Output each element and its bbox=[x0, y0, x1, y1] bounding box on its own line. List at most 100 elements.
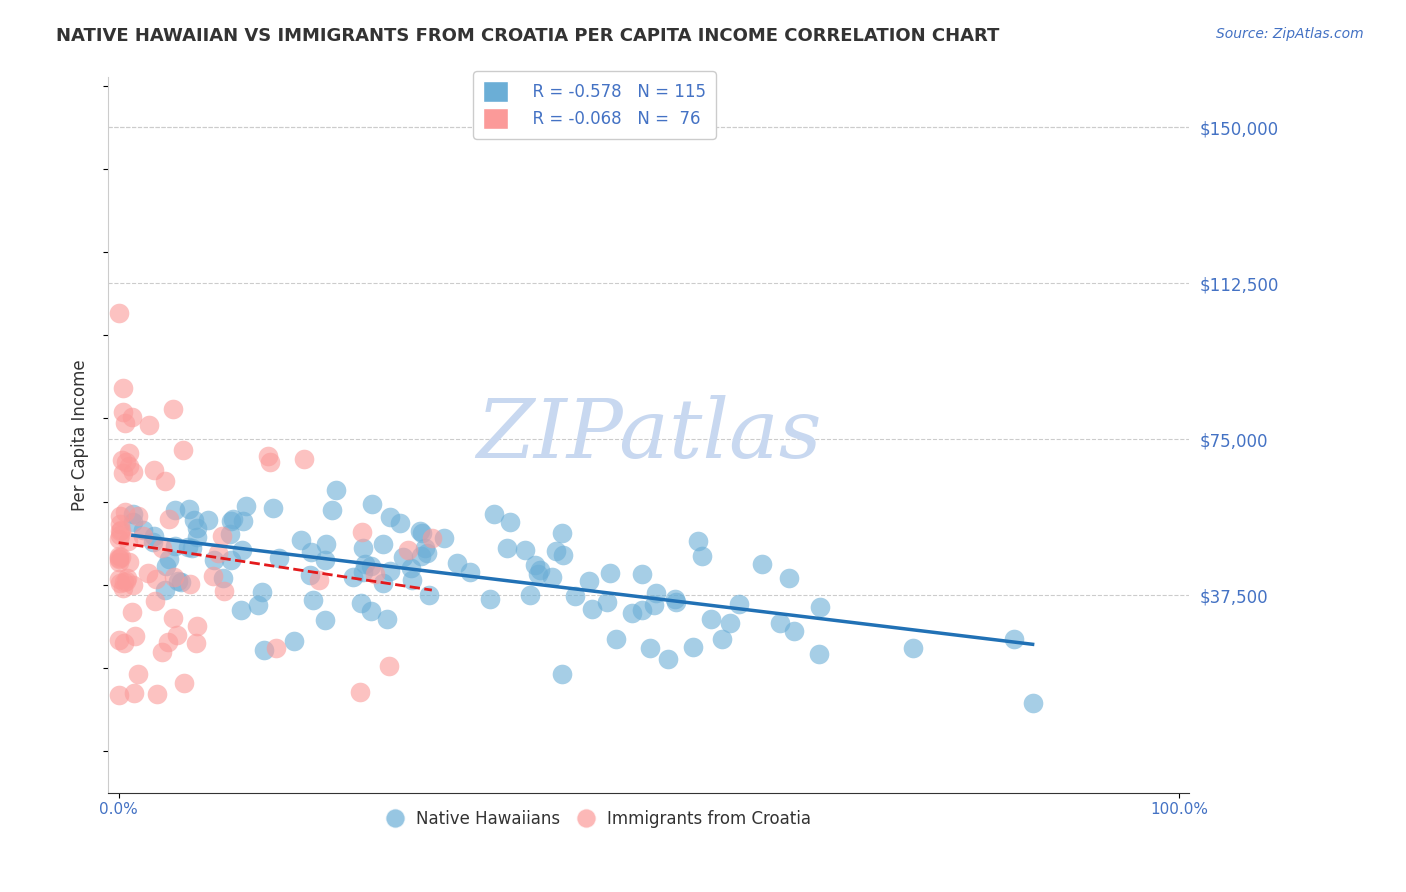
Native Hawaiians bbox=[682, 640, 704, 654]
Native Hawaiians bbox=[496, 541, 519, 556]
Immigrants from Croatia bbox=[114, 505, 136, 519]
Immigrants from Croatia bbox=[179, 577, 201, 591]
Native Hawaiians bbox=[541, 570, 564, 584]
Native Hawaiians bbox=[229, 602, 252, 616]
Native Hawaiians bbox=[183, 514, 205, 528]
Immigrants from Croatia bbox=[108, 532, 131, 546]
Native Hawaiians bbox=[479, 591, 502, 606]
Native Hawaiians bbox=[529, 563, 551, 577]
Native Hawaiians bbox=[581, 602, 603, 616]
Immigrants from Croatia bbox=[396, 543, 419, 558]
Immigrants from Croatia bbox=[207, 546, 229, 560]
Immigrants from Croatia bbox=[146, 687, 169, 701]
Native Hawaiians bbox=[433, 531, 456, 545]
Native Hawaiians bbox=[564, 589, 586, 603]
Native Hawaiians bbox=[700, 612, 723, 626]
Native Hawaiians bbox=[352, 541, 374, 556]
Immigrants from Croatia bbox=[162, 610, 184, 624]
Native Hawaiians bbox=[599, 566, 621, 580]
Native Hawaiians bbox=[901, 641, 924, 656]
Immigrants from Croatia bbox=[201, 569, 224, 583]
Immigrants from Croatia bbox=[186, 618, 208, 632]
Native Hawaiians bbox=[718, 615, 741, 630]
Native Hawaiians bbox=[631, 567, 654, 582]
Native Hawaiians bbox=[142, 534, 165, 549]
Immigrants from Croatia bbox=[115, 574, 138, 588]
Native Hawaiians bbox=[808, 600, 831, 615]
Immigrants from Croatia bbox=[138, 417, 160, 432]
Native Hawaiians bbox=[222, 512, 245, 526]
Native Hawaiians bbox=[458, 566, 481, 580]
Immigrants from Croatia bbox=[172, 443, 194, 458]
Native Hawaiians bbox=[551, 667, 574, 681]
Native Hawaiians bbox=[167, 574, 190, 588]
Immigrants from Croatia bbox=[256, 450, 278, 464]
Native Hawaiians bbox=[416, 546, 439, 560]
Native Hawaiians bbox=[657, 652, 679, 666]
Immigrants from Croatia bbox=[117, 571, 139, 585]
Native Hawaiians bbox=[353, 557, 375, 571]
Native Hawaiians bbox=[232, 514, 254, 528]
Native Hawaiians bbox=[219, 553, 242, 567]
Immigrants from Croatia bbox=[110, 453, 132, 467]
Native Hawaiians bbox=[298, 568, 321, 582]
Immigrants from Croatia bbox=[173, 676, 195, 690]
Native Hawaiians bbox=[664, 591, 686, 606]
Native Hawaiians bbox=[665, 595, 688, 609]
Native Hawaiians bbox=[360, 604, 382, 618]
Native Hawaiians bbox=[342, 570, 364, 584]
Immigrants from Croatia bbox=[107, 572, 129, 586]
Immigrants from Croatia bbox=[162, 570, 184, 584]
Immigrants from Croatia bbox=[108, 516, 131, 531]
Immigrants from Croatia bbox=[150, 645, 173, 659]
Immigrants from Croatia bbox=[420, 531, 443, 545]
Immigrants from Croatia bbox=[184, 636, 207, 650]
Native Hawaiians bbox=[122, 515, 145, 529]
Native Hawaiians bbox=[177, 540, 200, 554]
Native Hawaiians bbox=[551, 526, 574, 541]
Immigrants from Croatia bbox=[132, 529, 155, 543]
Native Hawaiians bbox=[751, 558, 773, 572]
Native Hawaiians bbox=[409, 549, 432, 563]
Immigrants from Croatia bbox=[107, 689, 129, 703]
Native Hawaiians bbox=[360, 558, 382, 573]
Immigrants from Croatia bbox=[212, 583, 235, 598]
Native Hawaiians bbox=[186, 530, 208, 544]
Native Hawaiians bbox=[446, 557, 468, 571]
Native Hawaiians bbox=[392, 550, 415, 565]
Native Hawaiians bbox=[315, 537, 337, 551]
Native Hawaiians bbox=[132, 523, 155, 537]
Legend: Native Hawaiians, Immigrants from Croatia: Native Hawaiians, Immigrants from Croati… bbox=[371, 803, 818, 834]
Native Hawaiians bbox=[523, 558, 546, 572]
Native Hawaiians bbox=[1002, 632, 1025, 646]
Immigrants from Croatia bbox=[294, 452, 316, 467]
Immigrants from Croatia bbox=[363, 567, 385, 582]
Native Hawaiians bbox=[401, 574, 423, 588]
Immigrants from Croatia bbox=[117, 534, 139, 549]
Immigrants from Croatia bbox=[108, 527, 131, 541]
Immigrants from Croatia bbox=[308, 573, 330, 587]
Native Hawaiians bbox=[378, 564, 401, 578]
Native Hawaiians bbox=[389, 516, 412, 530]
Native Hawaiians bbox=[153, 582, 176, 597]
Immigrants from Croatia bbox=[107, 549, 129, 563]
Native Hawaiians bbox=[371, 537, 394, 551]
Native Hawaiians bbox=[204, 553, 226, 567]
Immigrants from Croatia bbox=[143, 463, 166, 477]
Immigrants from Croatia bbox=[121, 605, 143, 619]
Native Hawaiians bbox=[143, 529, 166, 543]
Native Hawaiians bbox=[578, 574, 600, 589]
Native Hawaiians bbox=[605, 632, 627, 646]
Immigrants from Croatia bbox=[349, 685, 371, 699]
Native Hawaiians bbox=[807, 647, 830, 661]
Immigrants from Croatia bbox=[122, 465, 145, 479]
Native Hawaiians bbox=[527, 566, 550, 581]
Native Hawaiians bbox=[399, 560, 422, 574]
Immigrants from Croatia bbox=[145, 572, 167, 586]
Immigrants from Croatia bbox=[108, 555, 131, 569]
Immigrants from Croatia bbox=[156, 635, 179, 649]
Native Hawaiians bbox=[544, 543, 567, 558]
Immigrants from Croatia bbox=[124, 629, 146, 643]
Native Hawaiians bbox=[686, 533, 709, 548]
Native Hawaiians bbox=[350, 596, 373, 610]
